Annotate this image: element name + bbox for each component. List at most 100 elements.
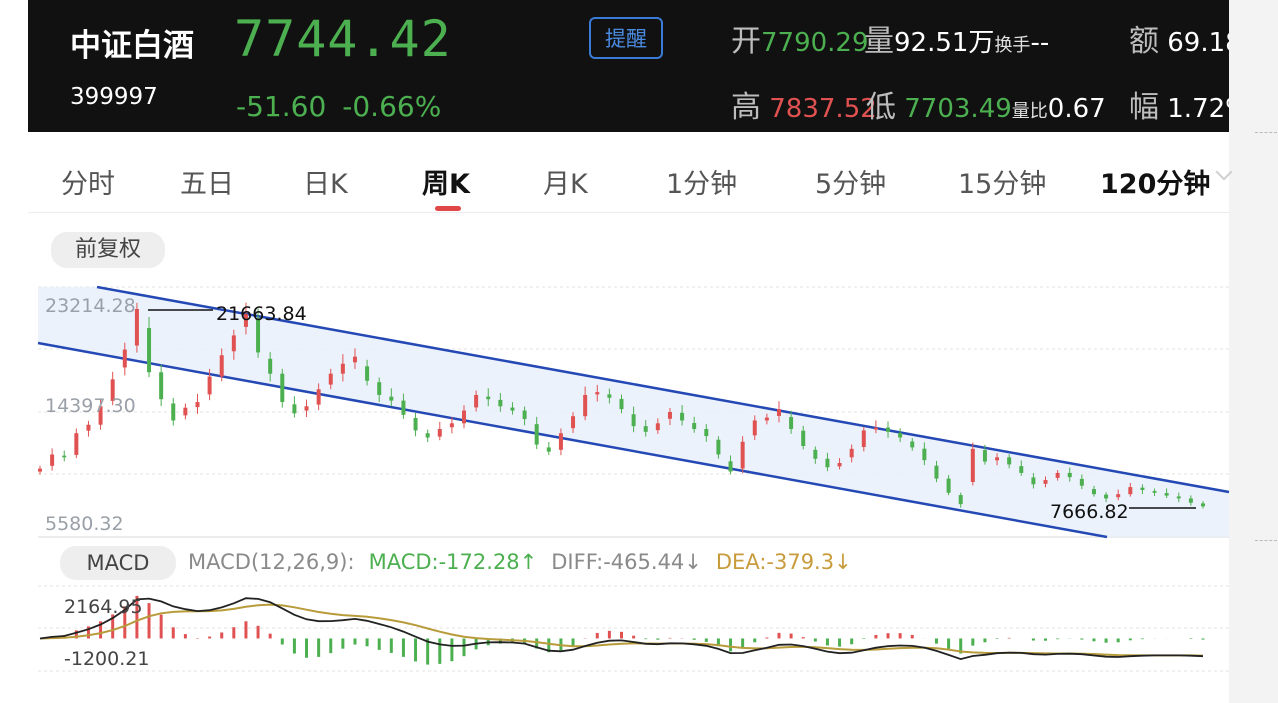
tab-intraday[interactable]: 分时 <box>61 169 115 200</box>
candle-body <box>631 414 636 427</box>
candle-body <box>413 417 418 431</box>
candle-body <box>231 335 236 352</box>
tab-1min[interactable]: 1分钟 <box>666 169 738 200</box>
candle-body <box>437 428 442 437</box>
candle-body <box>365 366 370 381</box>
y-tick-max: 23214.28 <box>45 295 136 317</box>
candle-body <box>86 424 91 431</box>
adjust-mode-button[interactable]: 前复权 <box>51 232 165 268</box>
turnover-value: -- <box>1030 28 1050 58</box>
candle-body <box>304 406 309 411</box>
candle-body <box>680 412 685 421</box>
high-annotation: 21663.84 <box>216 303 307 325</box>
candle-body <box>316 389 321 405</box>
high-label: 高 <box>731 90 761 125</box>
change-value: -51.60 <box>236 90 327 123</box>
candle-body <box>534 424 539 445</box>
candle-body <box>1091 489 1096 495</box>
candle-body <box>268 358 273 374</box>
tab-monthly-k[interactable]: 月K <box>543 169 588 200</box>
macd-values: MACD(12,26,9): MACD:-172.28↑ DIFF:-465.44↓… <box>188 550 866 574</box>
candle-body <box>462 410 467 424</box>
candle-body <box>219 355 224 377</box>
open-value: 7790.29 <box>761 28 869 58</box>
diff-line <box>39 597 1204 661</box>
candle-body <box>1152 491 1157 493</box>
candle-body <box>898 432 903 438</box>
tab-15min[interactable]: 15分钟 <box>958 169 1047 200</box>
candles <box>38 302 1205 509</box>
active-tab-indicator <box>435 206 461 211</box>
candle-body <box>946 478 951 493</box>
macd-tick-min: -1200.21 <box>64 648 149 670</box>
candle-body <box>861 430 866 447</box>
candle-body <box>486 396 491 400</box>
candle-body <box>922 448 927 461</box>
candle-body <box>522 410 527 420</box>
volume-value: 92.51万 <box>894 28 995 58</box>
vol-ratio-label: 量比 <box>1011 101 1048 122</box>
candle-body <box>619 398 624 410</box>
candle-body <box>74 433 79 455</box>
channel-upper-line <box>96 285 1230 494</box>
amount-value: 69.18 <box>1167 28 1229 58</box>
candle-body <box>789 417 794 429</box>
candle-body <box>449 423 454 428</box>
stat-amplitude: 幅 1.72% <box>1129 82 1229 126</box>
stat-open: 开7790.29 <box>731 16 869 60</box>
candle-body <box>825 458 830 468</box>
candle-body <box>98 406 103 425</box>
candle-body <box>970 448 975 482</box>
low-annotation: 7666.82 <box>1050 501 1129 523</box>
left-margin <box>0 0 28 703</box>
candle-body <box>546 447 551 452</box>
current-price: 7744.42 <box>234 10 452 68</box>
candle-body <box>389 396 394 401</box>
high-value: 7837.52 <box>769 94 877 124</box>
candle-body <box>728 461 733 472</box>
index-name: 中证白酒 <box>70 28 194 64</box>
candle-body <box>377 382 382 395</box>
candle-body <box>1201 503 1205 507</box>
candle-body <box>1128 487 1133 495</box>
amplitude-value: 1.72% <box>1167 94 1229 124</box>
candle-body <box>958 495 963 505</box>
tab-daily-k[interactable]: 日K <box>303 169 348 200</box>
candle-body <box>801 430 806 446</box>
candle-body <box>982 450 987 462</box>
candle-body <box>752 420 757 436</box>
tab-120min[interactable]: 120分钟 <box>1100 169 1211 200</box>
candle-body <box>110 379 115 401</box>
open-label: 开 <box>731 24 761 59</box>
candle-body <box>498 399 503 407</box>
candle-body <box>1140 487 1145 490</box>
candle-body <box>607 394 612 398</box>
candle-body <box>716 439 721 455</box>
candle-body <box>1031 477 1036 485</box>
vol-ratio-value: 0.67 <box>1047 94 1106 124</box>
candle-body <box>886 427 891 432</box>
candle-body <box>704 428 709 437</box>
candle-body <box>571 416 576 429</box>
candle-body <box>62 455 67 458</box>
candle-body <box>595 392 600 395</box>
candle-body <box>134 308 139 346</box>
candle-body <box>837 462 842 467</box>
candle-body <box>147 327 152 373</box>
turnover-label: 换手 <box>994 35 1031 56</box>
low-label: 低 <box>866 90 896 125</box>
volume-label: 量 <box>864 24 894 59</box>
tab-5min[interactable]: 5分钟 <box>815 169 887 200</box>
macd-indicator-button[interactable]: MACD <box>60 546 176 580</box>
alert-button[interactable]: 提醒 <box>589 17 663 59</box>
price-change: -51.60 -0.66% <box>236 90 457 123</box>
channel-lower-line <box>37 341 1108 539</box>
candle-body <box>207 376 212 395</box>
tab-weekly-k[interactable]: 周K <box>422 169 470 200</box>
candle-body <box>401 400 406 415</box>
tab-five-day[interactable]: 五日 <box>180 169 234 200</box>
candle-body <box>1067 472 1072 478</box>
candle-body <box>692 423 697 429</box>
candle-body <box>1055 472 1060 478</box>
